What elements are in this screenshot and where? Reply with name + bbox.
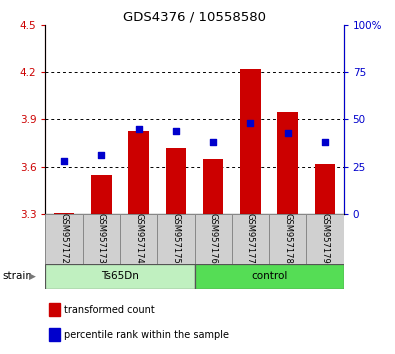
Text: percentile rank within the sample: percentile rank within the sample — [64, 330, 229, 339]
Text: transformed count: transformed count — [64, 305, 155, 315]
Title: GDS4376 / 10558580: GDS4376 / 10558580 — [123, 11, 266, 24]
Bar — [269, 214, 307, 264]
Bar — [83, 214, 120, 264]
Point — [98, 153, 105, 158]
Text: Ts65Dn: Ts65Dn — [101, 271, 139, 281]
Text: ▶: ▶ — [29, 272, 36, 281]
Text: GSM957174: GSM957174 — [134, 213, 143, 263]
Text: GSM957173: GSM957173 — [97, 212, 106, 263]
Bar — [45, 264, 194, 289]
Bar — [277, 112, 298, 214]
Bar — [91, 175, 112, 214]
Point — [322, 139, 328, 145]
Text: GSM957179: GSM957179 — [320, 213, 329, 263]
Point — [210, 139, 216, 145]
Bar — [128, 131, 149, 214]
Text: GSM957172: GSM957172 — [60, 213, 69, 263]
Bar — [54, 213, 74, 214]
Bar — [194, 264, 344, 289]
Point — [61, 158, 67, 164]
Bar — [240, 69, 261, 214]
Text: GSM957175: GSM957175 — [171, 213, 181, 263]
Bar — [203, 159, 224, 214]
Bar — [307, 214, 344, 264]
Bar — [157, 214, 194, 264]
Text: GSM957177: GSM957177 — [246, 212, 255, 263]
Bar — [315, 164, 335, 214]
Point — [173, 128, 179, 134]
Point — [135, 126, 142, 132]
Bar — [194, 214, 232, 264]
Point — [247, 120, 254, 126]
Bar — [120, 214, 157, 264]
Bar — [166, 148, 186, 214]
Text: GSM957176: GSM957176 — [209, 212, 218, 263]
Text: control: control — [251, 271, 287, 281]
Point — [284, 130, 291, 136]
Bar — [45, 214, 83, 264]
Text: strain: strain — [2, 271, 32, 281]
Bar — [232, 214, 269, 264]
Text: GSM957178: GSM957178 — [283, 212, 292, 263]
